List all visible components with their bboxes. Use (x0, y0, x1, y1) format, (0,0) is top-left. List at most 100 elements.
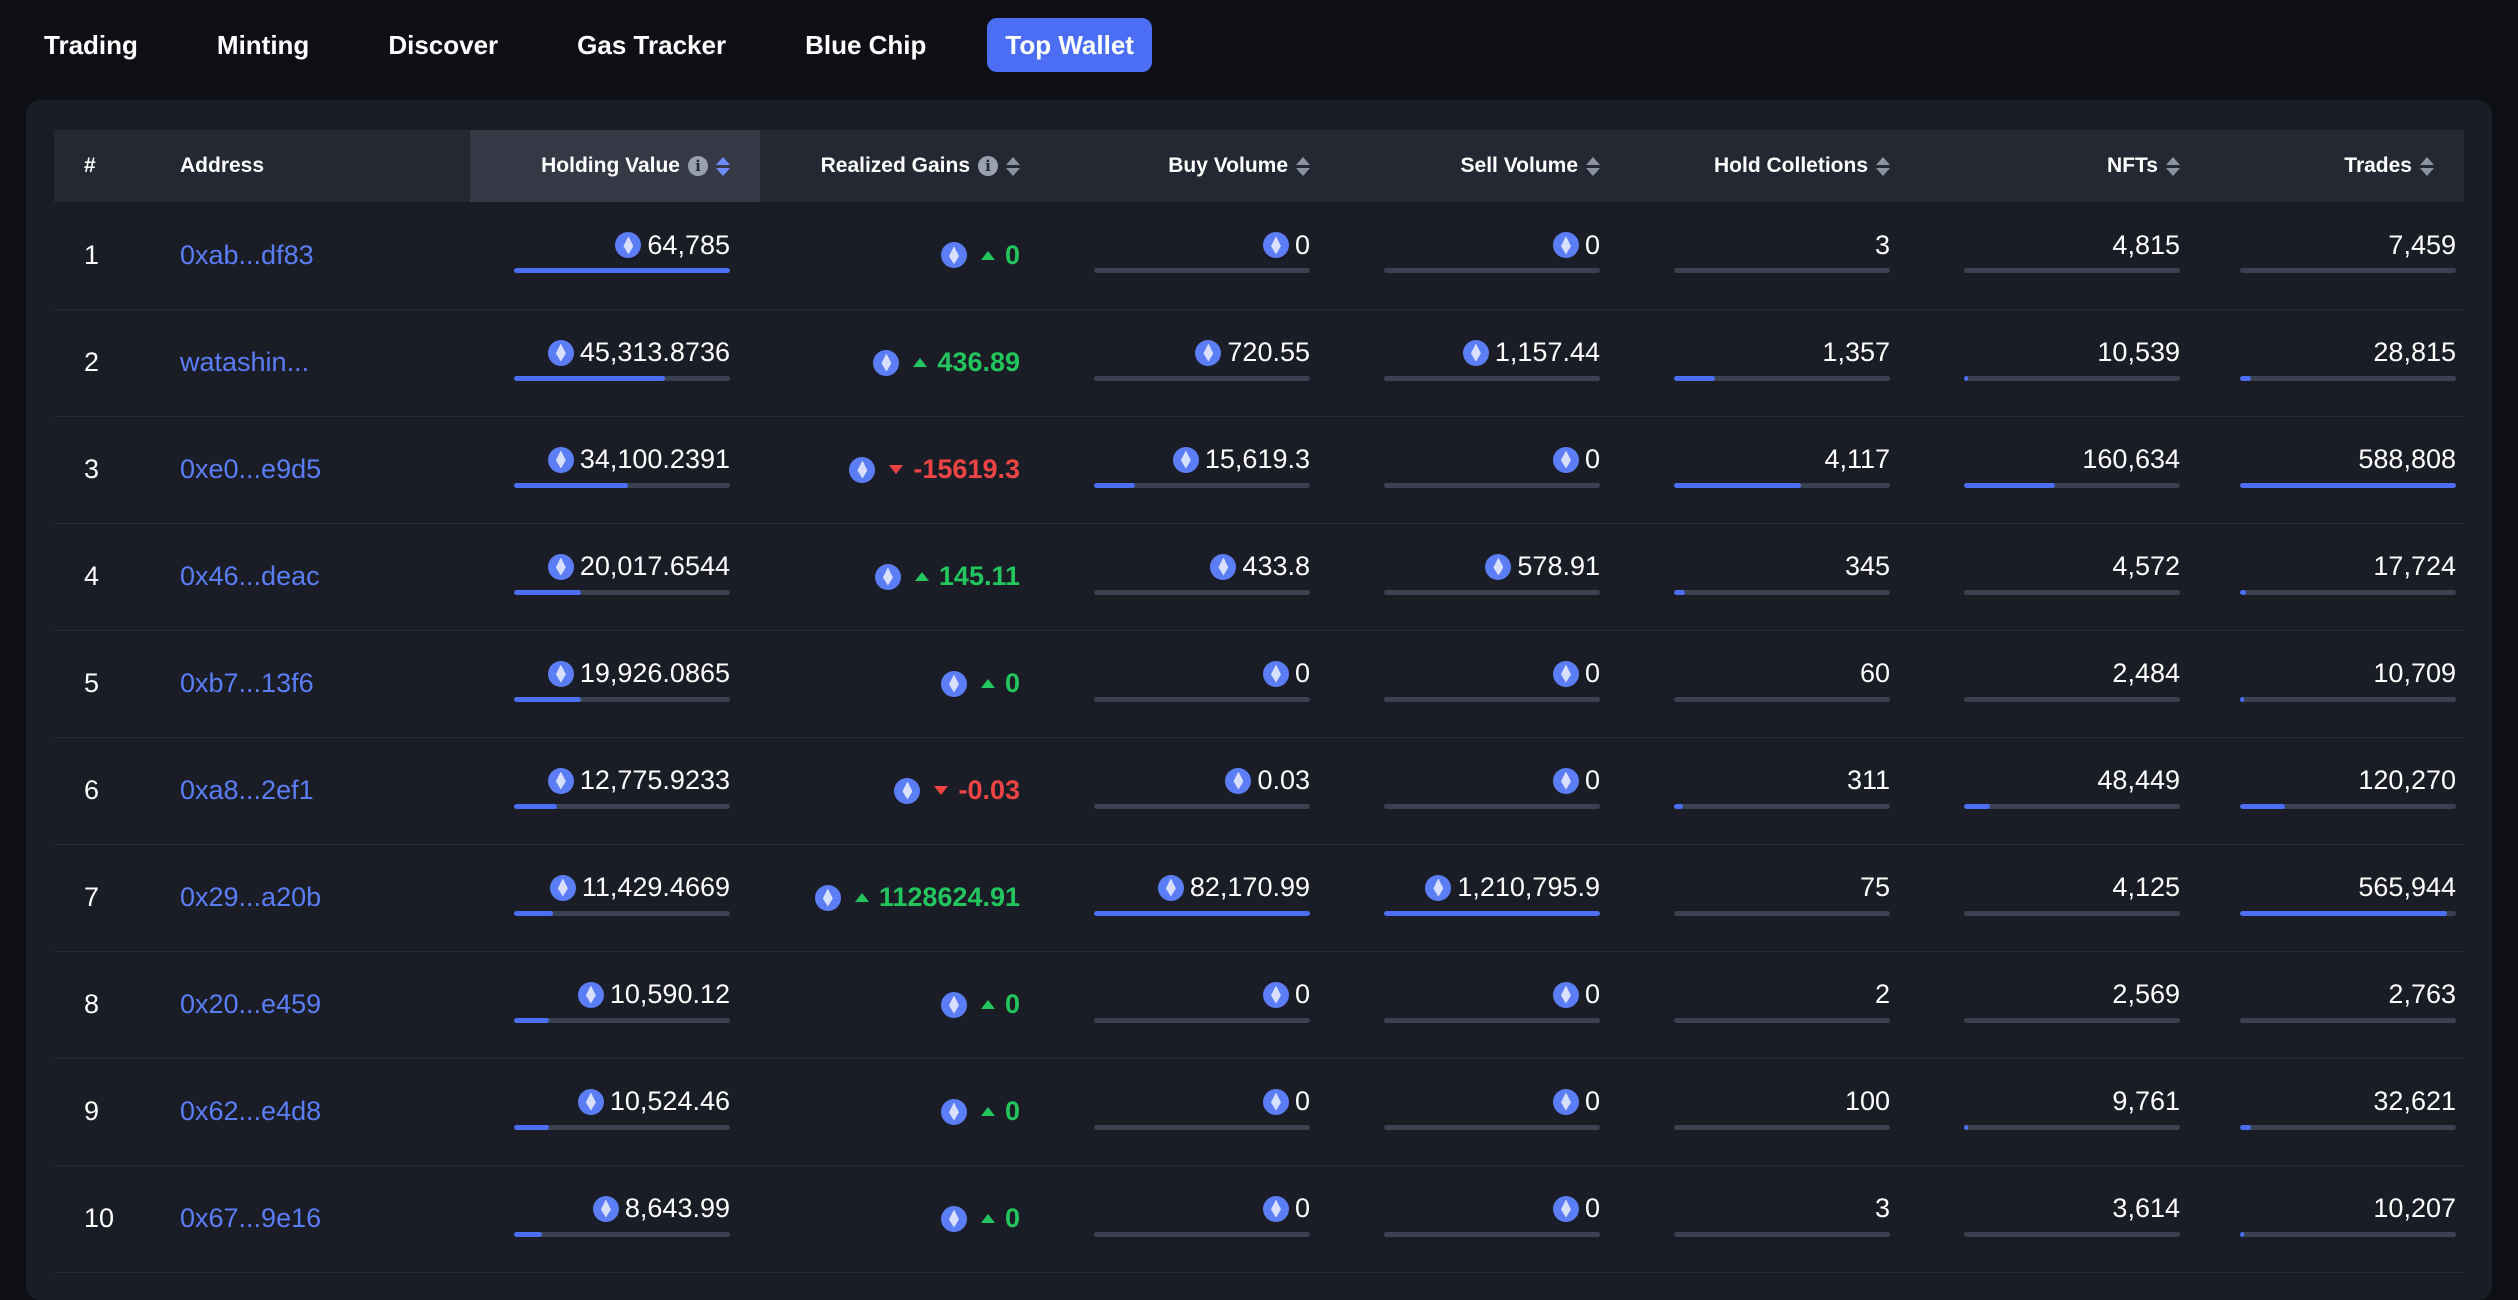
table-row[interactable]: 3 0xe0...e9d5 34,100.2391 -15619.3 (54, 416, 2464, 523)
header-sell-volume[interactable]: Sell Volume (1340, 130, 1630, 202)
tab-gas-tracker[interactable]: Gas Tracker (577, 30, 727, 60)
buy-volume-value: 82,170.99 (1189, 872, 1310, 902)
realized-gains-cell: -0.03 (760, 737, 1050, 844)
sort-icon[interactable] (1586, 156, 1600, 176)
hold-collections-bar (1674, 1017, 1890, 1023)
header-buy-volume[interactable]: Buy Volume (1050, 130, 1340, 202)
address-link[interactable]: 0xe0...e9d5 (180, 454, 322, 484)
sell-volume-cell: 1,157.44 (1340, 309, 1630, 416)
table-row[interactable]: 10 0x67...9e16 8,643.99 0 (54, 1165, 2464, 1272)
header-nfts[interactable]: NFTs (1920, 130, 2210, 202)
hold-collections-cell: 345 (1630, 523, 1920, 630)
address-link[interactable]: 0xa8...2ef1 (180, 775, 314, 805)
nfts-cell: 2,569 (1920, 951, 2210, 1058)
sort-icon[interactable] (1006, 156, 1020, 176)
sell-volume-bar (1384, 1124, 1600, 1130)
triangle-up-icon (980, 250, 995, 260)
address-link[interactable]: 0xb7...13f6 (180, 668, 314, 698)
header-hold-collections[interactable]: Hold Colletions (1630, 130, 1920, 202)
table-row[interactable]: 6 0xa8...2ef1 12,775.9233 -0.03 (54, 737, 2464, 844)
trades-cell: 2,763 (2210, 951, 2464, 1058)
header-holding-value[interactable]: Holding Value i (470, 130, 760, 202)
holding-value-bar (514, 482, 730, 488)
eth-icon (592, 1195, 619, 1222)
table-row[interactable]: 2 watashin... 45,313.8736 436.89 (54, 309, 2464, 416)
hold-collections-bar (1674, 696, 1890, 702)
hold-collections-cell: 1,357 (1630, 309, 1920, 416)
table-row[interactable]: 9 0x62...e4d8 10,524.46 0 (54, 1058, 2464, 1165)
address-link[interactable]: 0x67...9e16 (180, 1203, 322, 1233)
address-link[interactable]: 0x29...a20b (180, 882, 322, 912)
address-link[interactable]: 0xab...df83 (180, 239, 314, 270)
sort-icon[interactable] (1876, 156, 1890, 176)
realized-gains-value: 0 (1004, 668, 1020, 698)
nfts-bar (1964, 803, 2180, 809)
tab-trading[interactable]: Trading (44, 30, 138, 60)
hold-collections-bar (1674, 268, 1890, 274)
holding-value-bar (514, 589, 730, 595)
sell-volume-value: 0 (1584, 444, 1600, 474)
tab-minting[interactable]: Minting (216, 30, 310, 60)
trades-value: 17,724 (2373, 551, 2456, 581)
sell-volume-bar (1384, 1231, 1600, 1237)
hold-collections-value: 60 (1859, 658, 1890, 688)
nfts-cell: 4,572 (1920, 523, 2210, 630)
trades-bar (2240, 1124, 2456, 1130)
nfts-bar (1964, 1231, 2180, 1237)
info-icon[interactable]: i (688, 156, 708, 176)
buy-volume-value: 0 (1294, 979, 1310, 1009)
buy-volume-bar (1094, 1017, 1310, 1023)
hold-collections-bar (1674, 375, 1890, 381)
table-row[interactable]: 4 0x46...deac 20,017.6544 145.11 (54, 523, 2464, 630)
address-link[interactable]: 0x20...e459 (180, 989, 322, 1019)
sort-icon[interactable] (2420, 156, 2434, 176)
triangle-up-icon (980, 1000, 995, 1009)
eth-icon (1262, 232, 1289, 259)
info-icon[interactable]: i (978, 156, 998, 176)
trades-cell: 588,808 (2210, 416, 2464, 523)
sell-volume-value: 0 (1584, 1086, 1600, 1116)
triangle-up-icon (913, 358, 928, 367)
holding-value-bar (514, 803, 730, 809)
table-row[interactable]: 7 0x29...a20b 11,429.4669 1128624.91 (54, 844, 2464, 951)
table-row[interactable]: 5 0xb7...13f6 19,926.0865 0 (54, 630, 2464, 737)
trades-value: 10,207 (2373, 1193, 2456, 1223)
buy-volume-bar (1094, 375, 1310, 381)
buy-volume-bar (1094, 482, 1310, 488)
header-realized-gains[interactable]: Realized Gains i (760, 130, 1050, 202)
header-trades[interactable]: Trades (2210, 130, 2464, 202)
realized-gains-value: -15619.3 (913, 454, 1020, 484)
nfts-value: 4,572 (2112, 551, 2180, 581)
hold-collections-value: 75 (1859, 872, 1890, 902)
trades-bar (2240, 1017, 2456, 1023)
holding-value-cell: 20,017.6544 (470, 523, 760, 630)
address-link[interactable]: 0x62...e4d8 (180, 1096, 322, 1126)
triangle-up-icon (914, 572, 929, 581)
nfts-value: 4,815 (2112, 229, 2180, 260)
realized-gains-value: 0 (1004, 1096, 1020, 1126)
buy-volume-cell: 0 (1050, 1058, 1340, 1165)
sort-icon[interactable] (1296, 156, 1310, 176)
nfts-cell: 160,634 (1920, 416, 2210, 523)
eth-icon (1157, 874, 1184, 901)
nfts-value: 2,484 (2112, 658, 2180, 688)
tab-blue-chip[interactable]: Blue Chip (805, 30, 927, 60)
hold-collections-value: 100 (1844, 1086, 1890, 1116)
nfts-bar (1964, 696, 2180, 702)
address-link[interactable]: watashin... (180, 347, 310, 377)
table-row[interactable]: 8 0x20...e459 10,590.12 0 (54, 951, 2464, 1058)
tab-top-wallet[interactable]: Top Wallet (987, 18, 1152, 72)
holding-value-cell: 45,313.8736 (470, 309, 760, 416)
eth-icon (873, 349, 900, 376)
realized-gains-cell: 0 (760, 630, 1050, 737)
sort-icon[interactable] (2166, 156, 2180, 176)
buy-volume-bar (1094, 910, 1310, 916)
tab-discover[interactable]: Discover (388, 30, 499, 60)
holding-value-cell: 64,785 (470, 202, 760, 309)
sell-volume-value: 0 (1584, 229, 1600, 260)
trades-bar (2240, 910, 2456, 916)
table-row[interactable]: 1 0xab...df83 64,785 0 (54, 202, 2464, 309)
address-link[interactable]: 0x46...deac (180, 561, 320, 591)
sort-icon[interactable] (716, 156, 730, 176)
eth-icon (814, 884, 841, 911)
